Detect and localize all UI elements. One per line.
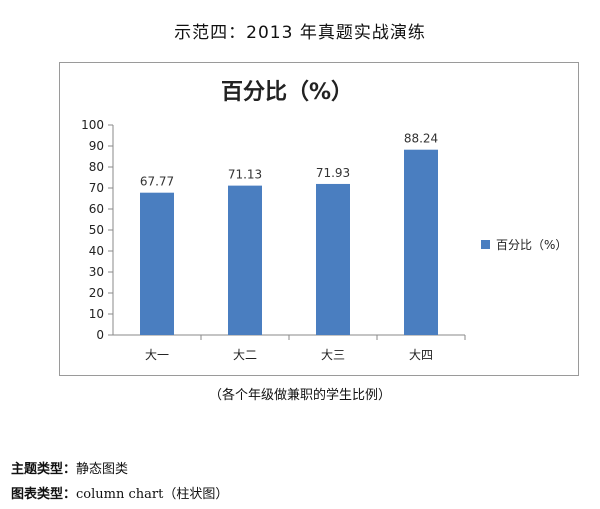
y-tick-label: 10 [89, 307, 104, 321]
bar [140, 192, 174, 335]
y-tick-label: 100 [81, 118, 104, 132]
x-category-label: 大一 [145, 348, 169, 362]
bar [228, 185, 262, 335]
y-tick-label: 70 [89, 181, 104, 195]
y-tick-label: 60 [89, 202, 104, 216]
chart-type-key: 图表类型： [11, 487, 77, 502]
y-tick-label: 20 [89, 286, 104, 300]
bar [404, 149, 438, 335]
y-tick-label: 50 [89, 223, 104, 237]
legend-label: 百分比（%） [496, 238, 567, 252]
chart-type-line: 图表类型：column chart（柱状图） [11, 483, 228, 502]
y-tick-label: 90 [89, 139, 104, 153]
x-category-label: 大四 [409, 348, 433, 362]
y-tick-label: 30 [89, 265, 104, 279]
data-label: 71.13 [228, 168, 262, 182]
data-label: 88.24 [404, 132, 438, 146]
column-chart: 百分比（%） 0 10 20 30 40 50 60 70 80 90 100 67.77 大一 71.13… [81, 80, 567, 362]
chart-type-value: column chart（柱状图） [76, 487, 229, 502]
chart-frame: 百分比（%） 0 10 20 30 40 50 60 70 80 90 100 67.77 大一 71.13… [59, 62, 579, 376]
data-label: 67.77 [140, 175, 174, 189]
x-category-label: 大三 [321, 348, 345, 362]
topic-type-value: 静态图类 [76, 462, 129, 477]
x-category-label: 大二 [233, 348, 257, 362]
page-title: 示范四：2013 年真题实战演练 [174, 23, 426, 43]
y-tick-label: 0 [96, 328, 104, 342]
y-tick-label: 40 [89, 244, 104, 258]
chart-caption: （各个年级做兼职的学生比例） [208, 388, 391, 403]
topic-type-key: 主题类型： [11, 462, 77, 477]
y-tick-label: 80 [89, 160, 104, 174]
legend-swatch [481, 240, 490, 249]
data-label: 71.93 [316, 166, 350, 180]
chart-title: 百分比（%） [221, 80, 353, 105]
topic-type-line: 主题类型：静态图类 [11, 458, 128, 477]
bar [316, 183, 350, 335]
